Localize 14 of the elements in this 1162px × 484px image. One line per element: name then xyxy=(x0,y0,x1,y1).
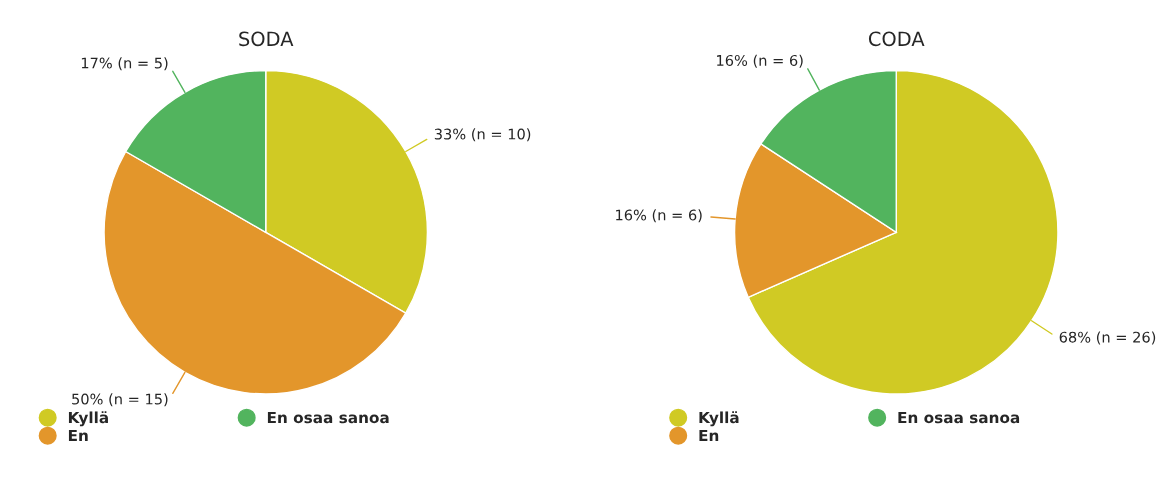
data-label: 16% (n = 6) xyxy=(717,54,803,68)
data-label: 17% (n = 5) xyxy=(81,57,168,71)
legend-label: En osaa sanoa xyxy=(267,411,389,424)
legend-label: En osaa sanoa xyxy=(898,411,1020,424)
legend-label: En xyxy=(699,429,719,442)
data-label: 50% (n = 15) xyxy=(72,393,168,407)
data-label: 68% (n = 26) xyxy=(1059,331,1156,345)
legend-label: Kyllä xyxy=(699,411,739,427)
legend-label: Kyllä xyxy=(68,411,108,427)
data-label: 33% (n = 10) xyxy=(434,128,531,142)
chart-title: CODA xyxy=(868,31,925,47)
chart-title: SODA xyxy=(239,31,294,47)
legend-label: En xyxy=(68,429,88,442)
data-label: 16% (n = 6) xyxy=(616,209,702,223)
